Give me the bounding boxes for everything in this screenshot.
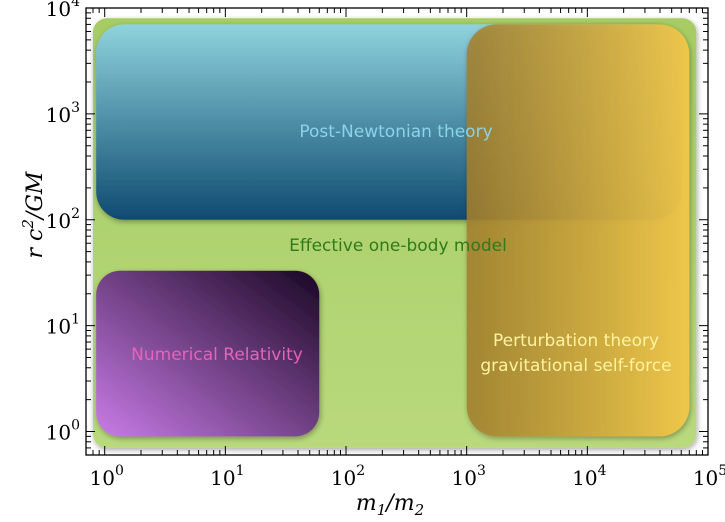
x-tick-label: 105 — [693, 463, 725, 490]
x-tick-label: 103 — [451, 463, 485, 490]
x-tick-label: 104 — [572, 463, 606, 490]
plot-border — [85, 7, 709, 456]
y-axis-title: r c2/GM — [19, 171, 48, 258]
x-tick-label: 101 — [210, 463, 244, 490]
region-pn-label: Post-Newtonian theory — [299, 122, 492, 142]
region-nr — [96, 270, 320, 437]
axis-ticks: 100 101 102 103 104 105 100 101 102 103 104 — [46, 0, 725, 490]
y-tick-label: 101 — [46, 312, 80, 339]
region-pt — [466, 24, 690, 437]
plot-frame — [85, 7, 709, 456]
region-pt-label-1: Perturbation theory — [493, 331, 659, 351]
region-pt-shape — [466, 24, 690, 437]
region-pt-label-2: gravitational self-force — [480, 356, 671, 376]
region-nr-shape — [96, 270, 320, 437]
region-nr-label: Numerical Relativity — [131, 345, 303, 365]
y-tick-label: 102 — [46, 206, 80, 233]
svg-text:r c2/GM: r c2/GM — [19, 171, 48, 258]
y-ticks — [86, 7, 708, 456]
region-eob-label: Effective one-body model — [289, 236, 507, 256]
x-ticks — [85, 8, 709, 455]
svg-text:m1/m2: m1/m2 — [356, 491, 424, 519]
y-tick-label: 100 — [46, 418, 80, 445]
y-tick-label: 103 — [46, 100, 80, 127]
x-tick-label: 100 — [90, 463, 124, 490]
regions: Effective one-body model Post-Newtonian t… — [92, 18, 697, 448]
x-axis-title: m1/m2 — [356, 491, 424, 519]
y-tick-label: 104 — [46, 0, 80, 21]
x-tick-label: 102 — [331, 463, 365, 490]
